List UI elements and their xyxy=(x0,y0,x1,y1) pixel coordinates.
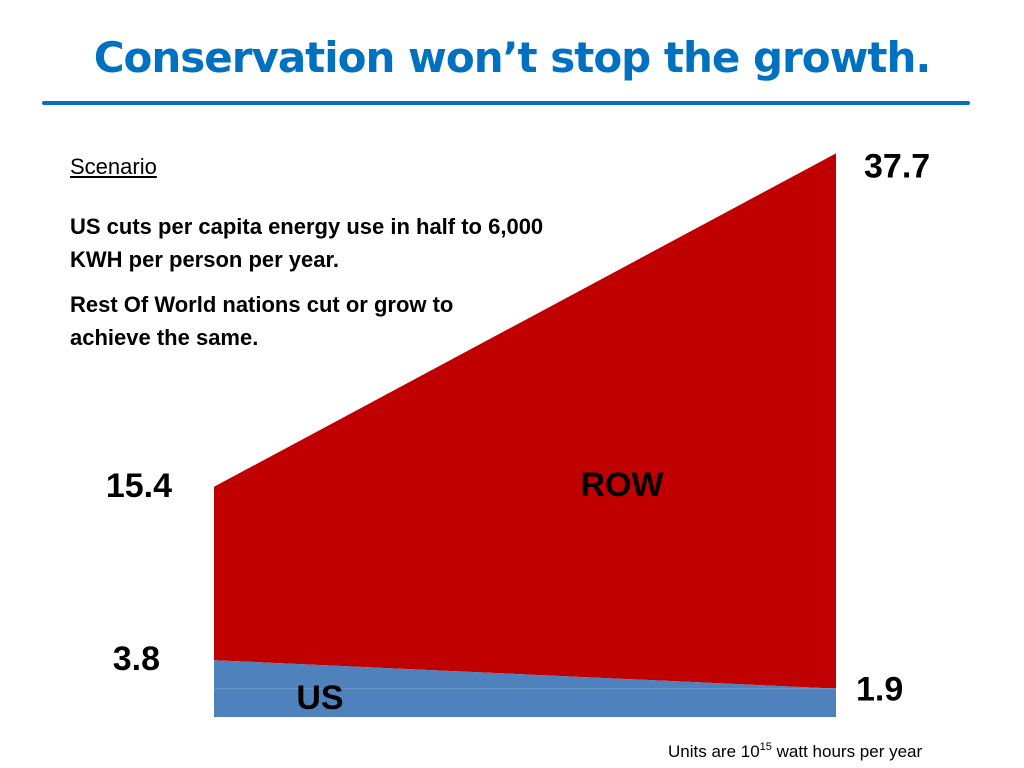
end-us-label: 1.9 xyxy=(856,671,903,709)
slide-title: Conservation won’t stop the growth. xyxy=(93,33,932,82)
start-us-label: 3.8 xyxy=(113,640,160,678)
title-underline xyxy=(42,101,970,105)
row-area xyxy=(214,153,836,689)
us-series-label: US xyxy=(296,679,343,717)
units-exponent: 15 xyxy=(759,741,772,753)
scenario-us-text: US cuts per capita energy use in half to… xyxy=(70,214,544,272)
units-note: Units are 1015 watt hours per year xyxy=(668,741,922,762)
scenario-heading: Scenario xyxy=(70,154,157,179)
units-suffix: watt hours per year xyxy=(771,742,923,761)
scenario-text-block: Scenario US cuts per capita energy use i… xyxy=(70,154,580,366)
row-series-label: ROW xyxy=(580,466,664,504)
scenario-row-text: Rest Of World nations cut or grow to ach… xyxy=(70,292,454,350)
start-total-label: 15.4 xyxy=(106,467,172,505)
end-total-label: 37.7 xyxy=(864,147,930,185)
units-prefix: Units are 10 xyxy=(668,742,760,761)
